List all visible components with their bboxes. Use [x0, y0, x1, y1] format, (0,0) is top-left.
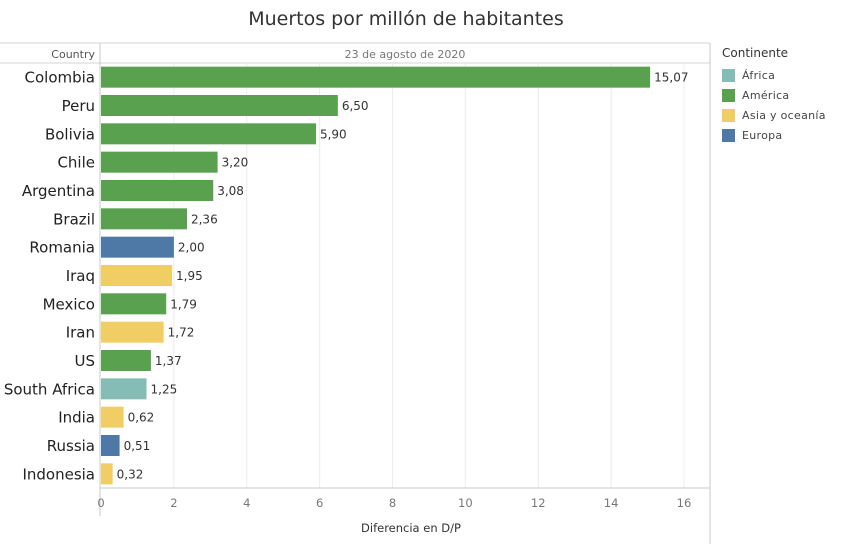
category-label: Chile — [57, 154, 95, 172]
bar — [101, 265, 173, 286]
value-label: 3,20 — [222, 156, 249, 170]
bar — [101, 378, 147, 400]
x-tick-label: 2 — [170, 496, 177, 510]
value-label: 3,08 — [217, 184, 244, 198]
value-label: 15,07 — [654, 71, 688, 85]
chart-subtitle: 23 de agosto de 2020 — [345, 48, 466, 61]
category-label: Bolivia — [45, 125, 95, 143]
legend-label: Europa — [742, 128, 783, 142]
legend-swatch — [722, 108, 735, 122]
category-label: Romania — [29, 239, 95, 257]
bar — [101, 180, 214, 201]
category-label: South Africa — [4, 380, 95, 398]
value-label: 6,50 — [342, 99, 369, 113]
value-label: 1,25 — [151, 382, 178, 396]
row-header: Country — [51, 48, 95, 61]
bar — [101, 350, 151, 371]
bar — [101, 435, 120, 456]
bar — [101, 208, 187, 230]
value-label: 1,72 — [168, 326, 195, 340]
bar — [101, 321, 164, 343]
x-axis-title: Diferencia en D/P — [361, 521, 461, 535]
legend-item[interactable]: Europa — [722, 125, 860, 145]
value-label: 0,62 — [128, 411, 155, 425]
legend-item[interactable]: América — [722, 85, 860, 105]
legend-swatch — [722, 88, 735, 102]
x-tick-label: 12 — [531, 496, 546, 510]
x-tick-label: 4 — [243, 496, 250, 510]
x-tick-label: 14 — [604, 496, 619, 510]
category-label: Indonesia — [22, 465, 95, 483]
bar — [101, 293, 167, 315]
category-label: Iraq — [66, 267, 95, 285]
legend-title: Continente — [722, 46, 789, 60]
x-tick-label: 0 — [97, 496, 104, 510]
legend-label: África — [742, 68, 776, 82]
value-label: 1,79 — [170, 297, 197, 311]
category-label: Mexico — [43, 295, 95, 313]
chart-title: Muertos por millón de habitantes — [248, 8, 564, 30]
category-label: Peru — [62, 97, 95, 115]
legend-item[interactable]: África — [722, 65, 860, 85]
value-label: 0,32 — [117, 467, 144, 481]
category-label: US — [74, 352, 95, 370]
category-label: Colombia — [25, 69, 96, 87]
bar — [101, 123, 316, 145]
legend-swatch — [722, 128, 735, 142]
bar — [101, 406, 124, 428]
legend-label: América — [742, 88, 790, 102]
category-label: Russia — [47, 437, 95, 455]
legend-item[interactable]: Asia y oceanía — [722, 105, 860, 125]
x-tick-label: 10 — [458, 496, 473, 510]
legend-label: Asia y oceanía — [742, 108, 826, 122]
bar — [101, 463, 113, 485]
bar — [101, 236, 174, 258]
category-label: Argentina — [22, 182, 95, 200]
bar — [101, 151, 218, 173]
value-label: 2,00 — [178, 241, 205, 255]
x-tick-label: 8 — [389, 496, 396, 510]
legend-swatch — [722, 68, 735, 82]
bar — [101, 66, 651, 88]
value-label: 5,90 — [320, 127, 347, 141]
value-label: 0,51 — [124, 439, 151, 453]
value-label: 1,37 — [155, 354, 182, 368]
category-label: Brazil — [53, 210, 95, 228]
value-label: 1,95 — [176, 269, 203, 283]
legend: Continente África América Asia y oceanía Eu… — [722, 46, 860, 145]
bar — [101, 95, 338, 116]
category-label: India — [58, 409, 95, 427]
x-tick-label: 6 — [316, 496, 323, 510]
category-label: Iran — [66, 324, 95, 342]
value-label: 2,36 — [191, 212, 218, 226]
x-tick-label: 16 — [677, 496, 692, 510]
